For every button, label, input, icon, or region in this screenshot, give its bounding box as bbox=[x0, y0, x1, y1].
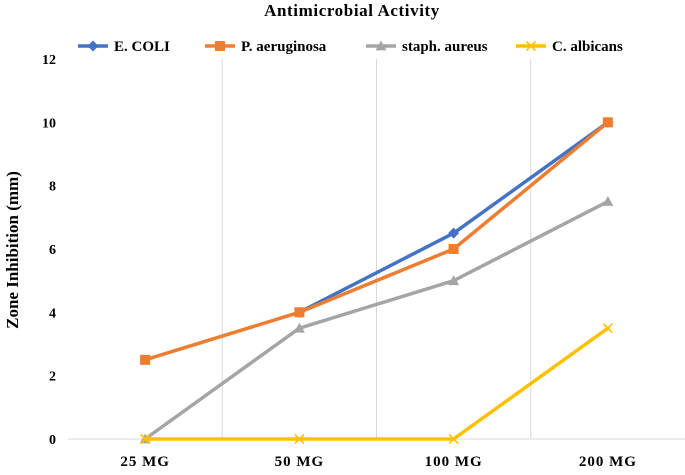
data-point bbox=[140, 354, 151, 365]
data-point bbox=[602, 323, 613, 334]
axes: 0 2 4 6 8 10 12 25 MG 50 MG 100 MG 200 MG bbox=[42, 53, 685, 470]
legend-marker bbox=[375, 40, 387, 51]
data-point bbox=[448, 433, 459, 445]
y-axis-label: Zone Inhibition (mm) bbox=[3, 171, 22, 329]
series-line bbox=[143, 199, 610, 441]
data-point bbox=[294, 433, 305, 445]
series-e-coli bbox=[293, 116, 614, 318]
data-point bbox=[602, 117, 613, 128]
series-line bbox=[143, 326, 610, 441]
x-tick-label: 50 MG bbox=[275, 454, 325, 470]
series-line bbox=[143, 120, 610, 362]
series-c-albicans bbox=[140, 323, 613, 445]
legend-label: staph. aureus bbox=[402, 39, 488, 55]
y-tick-label: 12 bbox=[42, 53, 56, 68]
legend-label: E. COLI bbox=[114, 39, 170, 55]
legend-item: E. COLI bbox=[78, 39, 170, 55]
data-point bbox=[448, 244, 459, 254]
legend: E. COLI P. aeruginosa staph. aureus C. albi… bbox=[78, 39, 623, 55]
legend-item: P. aeruginosa bbox=[205, 39, 327, 55]
chart-title: Antimicrobial Activity bbox=[264, 1, 440, 20]
data-point bbox=[293, 322, 305, 333]
y-tick-label: 6 bbox=[49, 243, 56, 258]
legend-item: staph. aureus bbox=[366, 39, 488, 55]
x-tick-label: 200 MG bbox=[579, 454, 637, 470]
y-tick-label: 0 bbox=[49, 433, 56, 448]
legend-label: C. albicans bbox=[552, 39, 623, 55]
series-p-aeruginosa bbox=[140, 117, 613, 365]
data-point bbox=[448, 227, 460, 239]
series-group bbox=[139, 116, 614, 445]
y-tick-label: 8 bbox=[49, 180, 56, 195]
y-tick-label: 4 bbox=[49, 306, 56, 321]
data-point bbox=[140, 433, 151, 445]
legend-marker bbox=[215, 41, 225, 51]
grid bbox=[221, 59, 532, 439]
x-tick-label: 25 MG bbox=[120, 454, 170, 470]
legend-label: P. aeruginosa bbox=[241, 39, 327, 55]
legend-marker bbox=[525, 40, 537, 52]
data-point bbox=[294, 307, 305, 318]
legend-item: C. albicans bbox=[516, 39, 623, 55]
y-tick-label: 10 bbox=[42, 116, 56, 131]
legend-marker bbox=[87, 40, 99, 52]
y-tick-label: 2 bbox=[49, 370, 56, 385]
data-point bbox=[448, 275, 460, 286]
data-point bbox=[602, 196, 614, 206]
x-tick-label: 100 MG bbox=[425, 454, 483, 470]
